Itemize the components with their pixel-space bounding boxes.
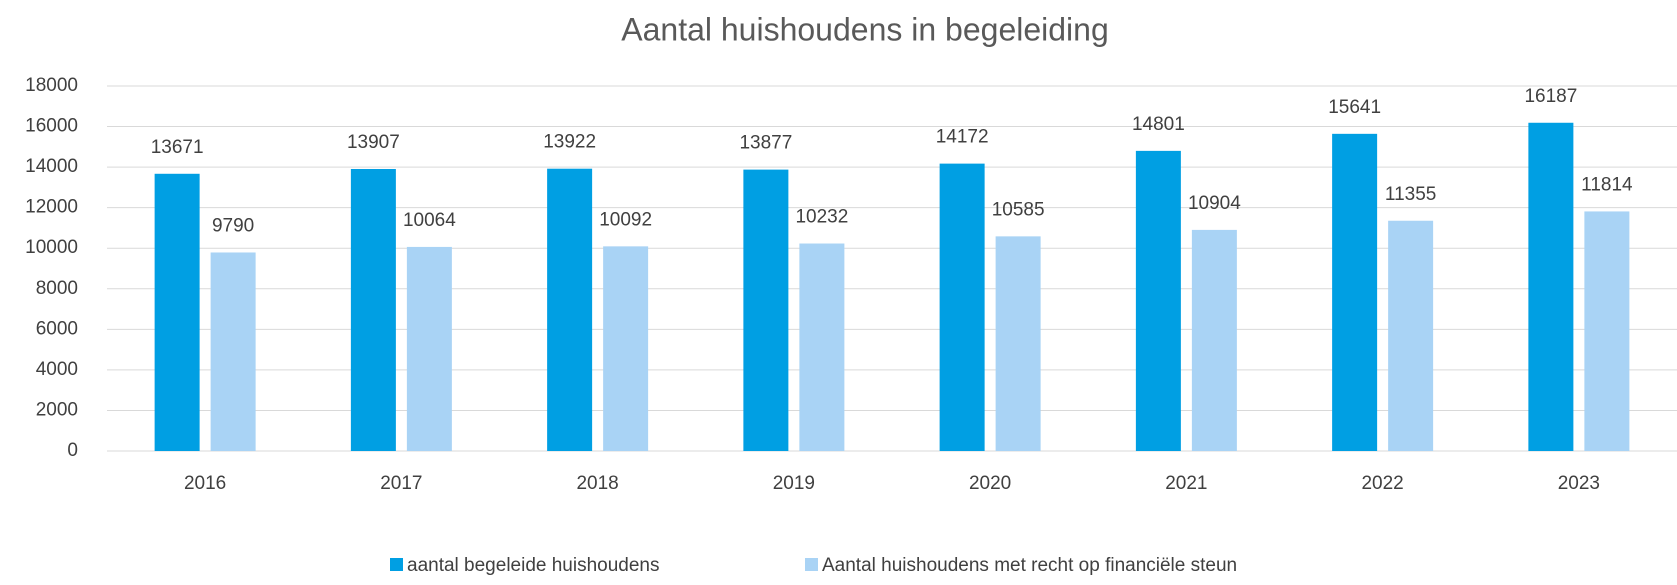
bar (1332, 133, 1378, 452)
data-label: 15641 (1328, 97, 1381, 118)
data-label: 10064 (403, 210, 456, 231)
y-tick-label: 14000 (25, 156, 78, 177)
x-tick-label: 2023 (1558, 473, 1600, 494)
legend-label: aantal begeleide huishoudens (407, 555, 660, 576)
bar (406, 246, 452, 451)
bar (939, 163, 985, 451)
legend-swatch (390, 558, 403, 571)
legend-label: Aantal huishoudens met recht op financië… (822, 555, 1237, 576)
data-label: 14172 (936, 127, 989, 148)
data-label: 13922 (543, 132, 596, 153)
y-tick-label: 0 (67, 440, 78, 461)
bar (350, 168, 396, 451)
data-label: 10232 (795, 207, 848, 228)
y-tick-label: 4000 (36, 359, 78, 380)
y-tick-label: 12000 (25, 197, 78, 218)
bar (799, 243, 845, 451)
data-label: 13907 (347, 132, 400, 153)
bar (743, 169, 789, 451)
data-label: 10904 (1188, 193, 1241, 214)
x-tick-label: 2021 (1165, 473, 1207, 494)
data-label: 10092 (599, 209, 652, 230)
data-label: 16187 (1524, 86, 1577, 107)
bar (154, 173, 200, 451)
bar (547, 168, 593, 451)
bar (603, 246, 649, 451)
legend-swatch (805, 558, 818, 571)
y-tick-label: 8000 (36, 278, 78, 299)
y-tick-label: 16000 (25, 116, 78, 137)
data-label: 9790 (212, 215, 254, 236)
bar (1191, 229, 1237, 451)
bar (210, 252, 256, 451)
y-tick-label: 6000 (36, 318, 78, 339)
data-label: 10585 (992, 199, 1045, 220)
y-tick-label: 2000 (36, 399, 78, 420)
x-tick-label: 2016 (184, 473, 226, 494)
bar (1528, 122, 1574, 451)
data-label: 14801 (1132, 114, 1185, 135)
data-label: 11814 (1581, 174, 1633, 195)
data-label: 13877 (739, 133, 792, 154)
chart-title: Aantal huishoudens in begeleiding (621, 11, 1109, 47)
x-tick-label: 2022 (1361, 473, 1403, 494)
x-tick-label: 2019 (773, 473, 815, 494)
bar (1135, 150, 1181, 452)
data-label: 13671 (151, 137, 204, 158)
bar (1388, 220, 1434, 451)
bar (995, 236, 1041, 451)
y-tick-label: 18000 (25, 75, 78, 96)
x-tick-label: 2018 (576, 473, 618, 494)
data-label: 11355 (1385, 184, 1436, 205)
x-tick-label: 2017 (380, 473, 422, 494)
bar (1584, 211, 1630, 451)
x-tick-label: 2020 (969, 473, 1011, 494)
y-tick-label: 10000 (25, 237, 78, 258)
